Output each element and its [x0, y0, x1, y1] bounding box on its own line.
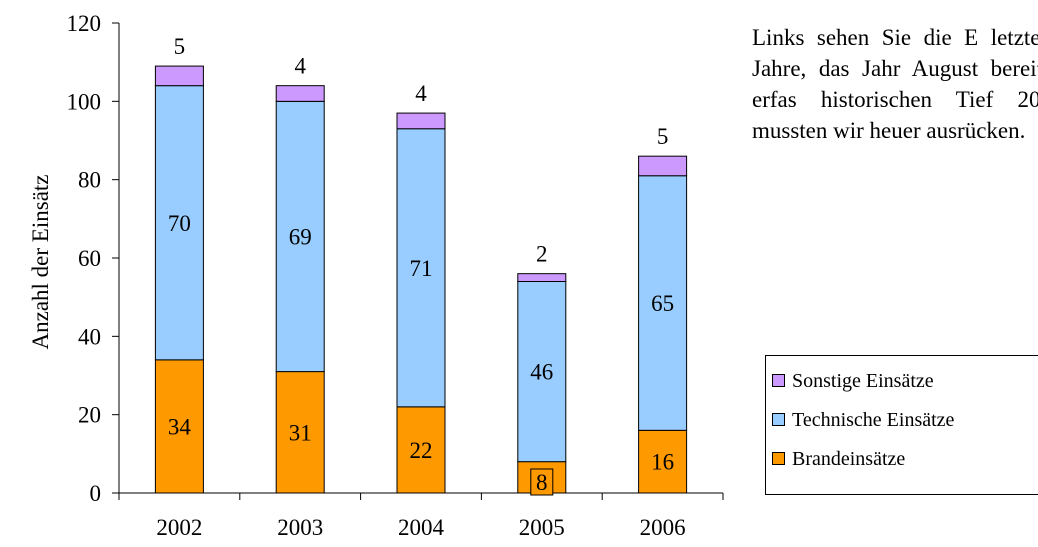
bar-segment-2003-0 [275, 371, 325, 494]
side-description-text: Links sehen Sie die E letzten Jahre, das… [752, 25, 1038, 143]
y-tick-label-80: 80 [78, 168, 101, 193]
x-tick-label-2002: 2002 [156, 515, 202, 540]
labels-layer: 34 70 5 2002 31 69 4 2003 22 71 4 2004 8 46 2 2005 16 65 5… [28, 11, 686, 540]
data-label-2004-0: 22 [410, 438, 433, 463]
x-tick-label-2003: 2003 [277, 515, 323, 540]
bar-segment-2003-2 [275, 85, 325, 102]
data-label-2005-0: 8 [536, 470, 548, 495]
bar-segment-2006-2 [638, 155, 688, 177]
axes-layer [112, 22, 724, 500]
bar-segment-2006-0 [638, 429, 688, 494]
data-label-2002-0: 34 [168, 414, 192, 439]
y-tick-label-40: 40 [78, 324, 101, 349]
legend-swatch-sonstige [772, 374, 785, 387]
data-label-2002-1: 70 [168, 211, 191, 236]
bar-segment-2004-1 [396, 128, 446, 408]
x-tick-label-2005: 2005 [519, 515, 565, 540]
data-label-2002-2: 5 [174, 34, 186, 59]
bars-layer [154, 65, 688, 494]
data-label-2005-1: 46 [530, 360, 553, 385]
data-label-2003-0: 31 [289, 420, 312, 445]
bar-segment-2004-0 [396, 406, 446, 494]
bar-segment-2003-1 [275, 100, 325, 373]
data-label-2006-0: 16 [651, 450, 674, 475]
legend-swatch-brand [772, 452, 785, 465]
data-label-box-2005-0 [530, 468, 554, 496]
data-label-2003-2: 4 [294, 54, 306, 79]
bar-segment-2002-1 [154, 85, 204, 361]
data-label-2004-1: 71 [410, 256, 433, 281]
x-tick-label-2004: 2004 [398, 515, 445, 540]
bar-segment-2006-1 [638, 175, 688, 431]
y-axis-title: Anzahl der Einsätz [28, 175, 53, 350]
data-label-2003-1: 69 [289, 224, 312, 249]
bar-segment-2005-2 [517, 273, 567, 282]
data-label-2006-2: 5 [657, 124, 669, 149]
legend-label-technische: Technische Einsätze [792, 409, 955, 431]
y-tick-label-60: 60 [78, 246, 101, 271]
y-tick-label-20: 20 [78, 403, 101, 428]
bar-segment-2002-2 [154, 65, 204, 87]
y-tick-label-120: 120 [67, 11, 102, 36]
data-label-2004-2: 4 [415, 81, 427, 106]
data-label-2006-1: 65 [651, 291, 674, 316]
legend-item-technische: Technische Einsätze [772, 409, 955, 432]
legend-item-brand: Brandeinsätze [772, 448, 906, 471]
x-tick-label-2006: 2006 [640, 515, 686, 540]
y-tick-label-100: 100 [67, 89, 102, 114]
data-label-2005-2: 2 [536, 242, 548, 267]
chart-legend: Sonstige Einsätze Technische Einsätze Br… [765, 355, 1038, 495]
legend-swatch-technische [772, 413, 785, 426]
legend-label-brand: Brandeinsätze [792, 448, 906, 470]
y-tick-label-0: 0 [90, 481, 102, 506]
bar-segment-2002-0 [154, 359, 204, 494]
bar-segment-2004-2 [396, 112, 446, 130]
legend-item-sonstige: Sonstige Einsätze [772, 370, 934, 393]
legend-label-sonstige: Sonstige Einsätze [792, 370, 934, 392]
bar-segment-2005-1 [517, 281, 567, 463]
